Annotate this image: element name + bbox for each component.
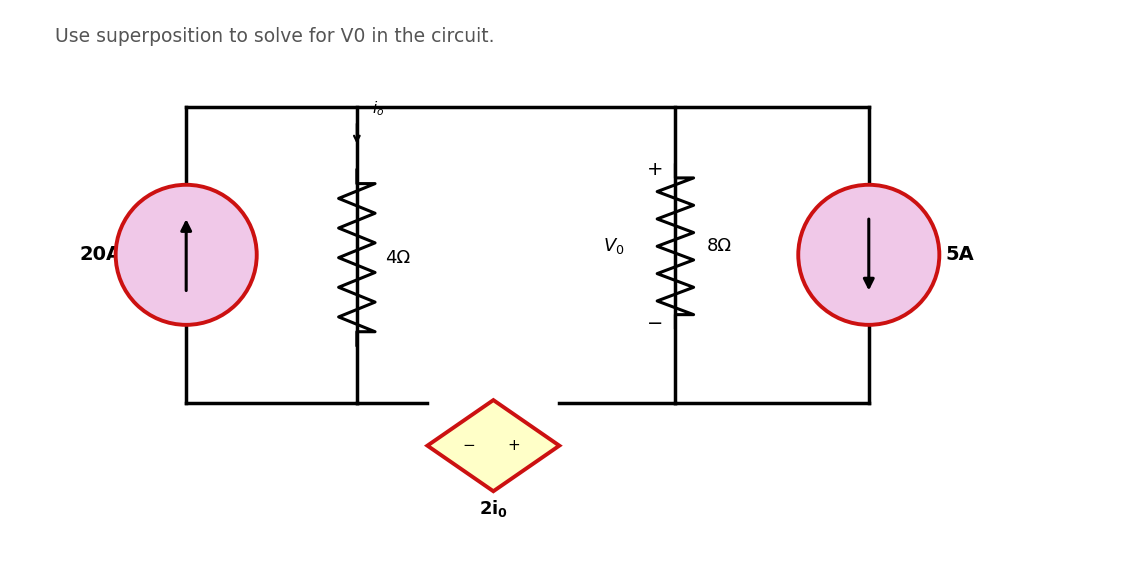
Text: Use superposition to solve for V0 in the circuit.: Use superposition to solve for V0 in the…	[55, 27, 495, 46]
Text: 4Ω: 4Ω	[385, 249, 410, 266]
Text: 8Ω: 8Ω	[707, 238, 732, 255]
Text: $\mathbf{2i_0}$: $\mathbf{2i_0}$	[479, 498, 508, 519]
Ellipse shape	[799, 185, 940, 325]
Text: $i_o$: $i_o$	[371, 99, 384, 118]
Text: −: −	[646, 314, 664, 333]
Text: +: +	[508, 438, 520, 453]
Text: +: +	[646, 160, 664, 179]
Text: 20A: 20A	[80, 245, 121, 264]
Text: 5A: 5A	[945, 245, 974, 264]
Polygon shape	[427, 400, 559, 491]
Ellipse shape	[116, 185, 257, 325]
Text: $V_0$: $V_0$	[603, 236, 625, 256]
Text: −: −	[462, 438, 474, 453]
